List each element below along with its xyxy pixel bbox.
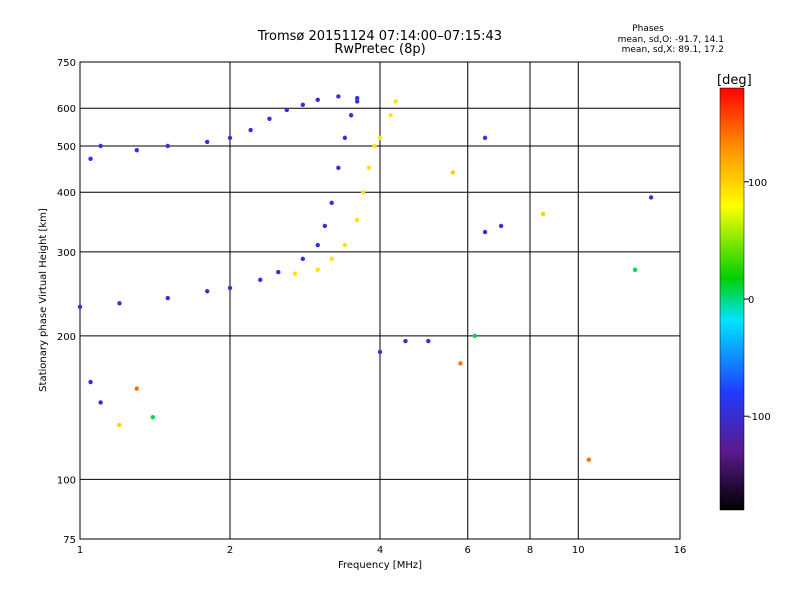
data-point <box>98 143 103 149</box>
y-tick-label: 100 <box>57 475 76 486</box>
y-tick-label: 300 <box>57 248 76 259</box>
data-point <box>366 165 372 171</box>
series-2 <box>292 99 398 276</box>
series-0 <box>77 99 360 310</box>
data-point <box>377 349 383 355</box>
data-points <box>77 94 654 462</box>
stats-heading: Phases <box>632 24 664 34</box>
data-point <box>354 217 360 223</box>
data-point <box>134 147 139 153</box>
data-point <box>204 289 210 294</box>
data-point <box>336 94 341 99</box>
y-tick-label: 600 <box>57 104 76 115</box>
series-1 <box>88 94 360 162</box>
data-point <box>632 267 638 273</box>
data-point <box>292 271 298 276</box>
y-tick-label: 75 <box>63 535 76 546</box>
data-point <box>360 190 366 195</box>
x-axis-label: Frequency [MHz] <box>338 560 422 571</box>
data-point <box>315 242 320 248</box>
y-tick-label: 750 <box>57 58 76 69</box>
x-tick-label: 4 <box>377 545 383 556</box>
data-point <box>165 143 170 149</box>
data-point <box>472 333 478 339</box>
data-point <box>322 223 328 229</box>
data-point <box>315 267 320 273</box>
data-point <box>648 195 654 200</box>
data-point <box>498 223 504 229</box>
colorbar-gradient <box>719 87 745 511</box>
data-point <box>342 242 348 248</box>
data-point <box>540 211 546 217</box>
x-tick-label: 8 <box>527 545 533 556</box>
data-point <box>88 156 93 162</box>
y-tick-label: 400 <box>57 188 76 199</box>
data-point <box>276 269 281 275</box>
x-tick-label: 16 <box>674 545 687 556</box>
data-point <box>315 97 320 102</box>
data-point <box>300 102 306 108</box>
data-point <box>329 256 334 262</box>
data-point <box>117 301 122 306</box>
data-point <box>458 361 463 366</box>
y-axis-label: Stationary phase Virtual Height [km] <box>38 208 49 392</box>
y-tick-label: 500 <box>57 142 76 153</box>
data-point <box>348 113 354 118</box>
data-point <box>134 386 139 391</box>
data-point <box>393 99 398 104</box>
series-3 <box>88 135 654 462</box>
data-point <box>300 256 306 262</box>
data-point <box>204 139 210 145</box>
data-point <box>284 107 289 113</box>
x-tick-label: 1 <box>77 545 83 556</box>
data-point <box>377 135 383 141</box>
data-point <box>88 379 93 385</box>
x-tick-label: 10 <box>572 545 585 556</box>
colorbar-tick-label: -100 <box>748 412 771 423</box>
data-point <box>227 285 233 291</box>
colorbar-label: [deg] <box>717 73 752 88</box>
x-tick-label: 6 <box>465 545 471 556</box>
x-tick-label: 2 <box>227 545 233 556</box>
data-point <box>150 415 156 420</box>
data-point <box>482 135 488 141</box>
data-point <box>227 135 233 141</box>
colorbar-tick-label: 100 <box>748 178 767 189</box>
data-point <box>388 113 393 118</box>
data-point <box>336 165 341 171</box>
data-point <box>165 295 170 301</box>
colorbar-tick-label: 0 <box>748 295 754 306</box>
stats-o-line: mean, sd,O: -91.7, 14.1 <box>618 35 724 45</box>
data-point <box>329 200 334 206</box>
data-point <box>372 143 377 149</box>
data-point <box>248 127 253 133</box>
grid <box>80 62 680 539</box>
y-tick-label: 200 <box>57 332 76 343</box>
stats-x-line: mean, sd,X: 89.1, 17.2 <box>622 45 724 55</box>
data-point <box>354 95 360 101</box>
data-point <box>342 135 348 141</box>
data-point <box>403 338 408 344</box>
data-point <box>586 457 592 462</box>
data-point <box>98 400 103 405</box>
data-point <box>258 277 263 283</box>
data-point <box>267 116 272 122</box>
data-point <box>117 422 122 428</box>
data-point <box>482 229 488 235</box>
chart-title: Tromsø 20151124 07:14:00–07:15:43 <box>257 29 502 44</box>
colorbar: [deg] -100 0 100 <box>717 73 771 511</box>
chart-subtitle: RwPretec (8p) <box>334 42 425 57</box>
data-point <box>354 99 360 104</box>
data-point <box>77 304 83 310</box>
data-point <box>426 338 431 344</box>
tick-labels: 1 2 4 6 8 10 16 75 100 200 300 400 500 600 750 <box>57 58 686 556</box>
data-point <box>450 170 456 175</box>
